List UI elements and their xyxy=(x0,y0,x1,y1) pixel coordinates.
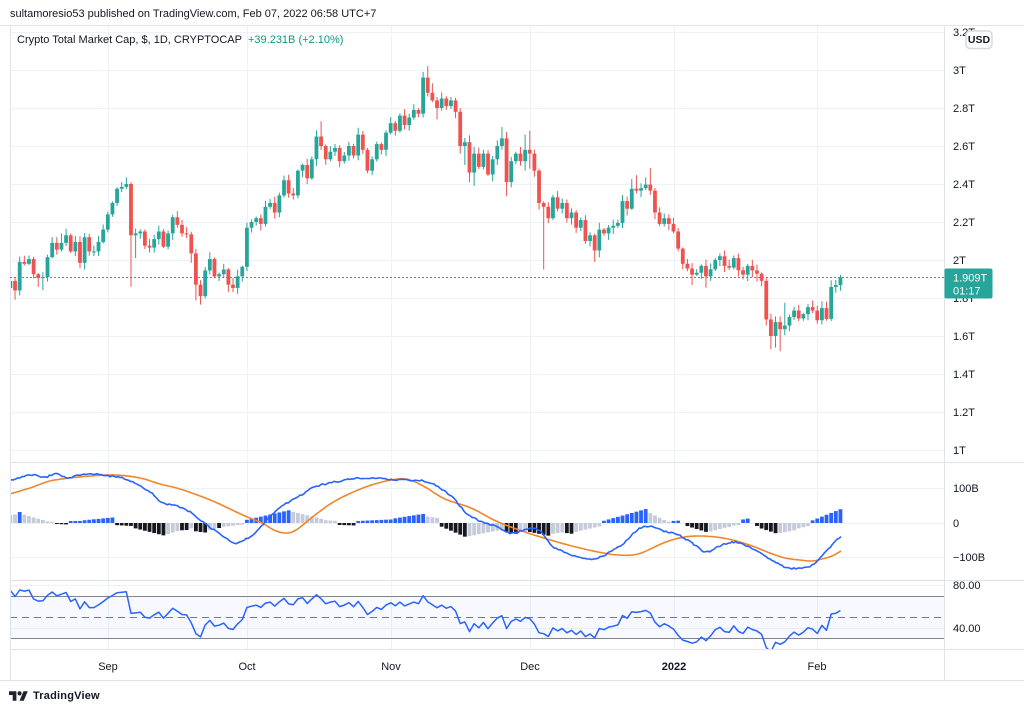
svg-text:40.00: 40.00 xyxy=(953,623,981,635)
svg-text:−100B: −100B xyxy=(953,552,985,564)
svg-text:2022: 2022 xyxy=(662,661,686,673)
svg-text:1.6T: 1.6T xyxy=(953,331,975,343)
svg-text:2.4T: 2.4T xyxy=(953,179,975,191)
svg-text:1.2T: 1.2T xyxy=(953,407,975,419)
svg-text:Feb: Feb xyxy=(808,661,827,673)
svg-text:2.6T: 2.6T xyxy=(953,141,975,153)
svg-text:2T: 2T xyxy=(953,255,966,267)
svg-text:0: 0 xyxy=(953,518,959,530)
svg-text:1T: 1T xyxy=(953,445,966,457)
svg-text:2.8T: 2.8T xyxy=(953,103,975,115)
svg-text:USD: USD xyxy=(968,34,991,46)
svg-text:01:17: 01:17 xyxy=(953,286,981,298)
svg-text:Nov: Nov xyxy=(381,661,401,673)
svg-text:1.909T: 1.909T xyxy=(953,273,988,285)
svg-text:Sep: Sep xyxy=(98,661,118,673)
svg-text:1.4T: 1.4T xyxy=(953,369,975,381)
svg-text:Dec: Dec xyxy=(520,661,540,673)
svg-text:Oct: Oct xyxy=(238,661,255,673)
svg-text:100B: 100B xyxy=(953,483,979,495)
svg-text:3T: 3T xyxy=(953,65,966,77)
svg-text:80.00: 80.00 xyxy=(953,580,981,592)
svg-text:2.2T: 2.2T xyxy=(953,217,975,229)
